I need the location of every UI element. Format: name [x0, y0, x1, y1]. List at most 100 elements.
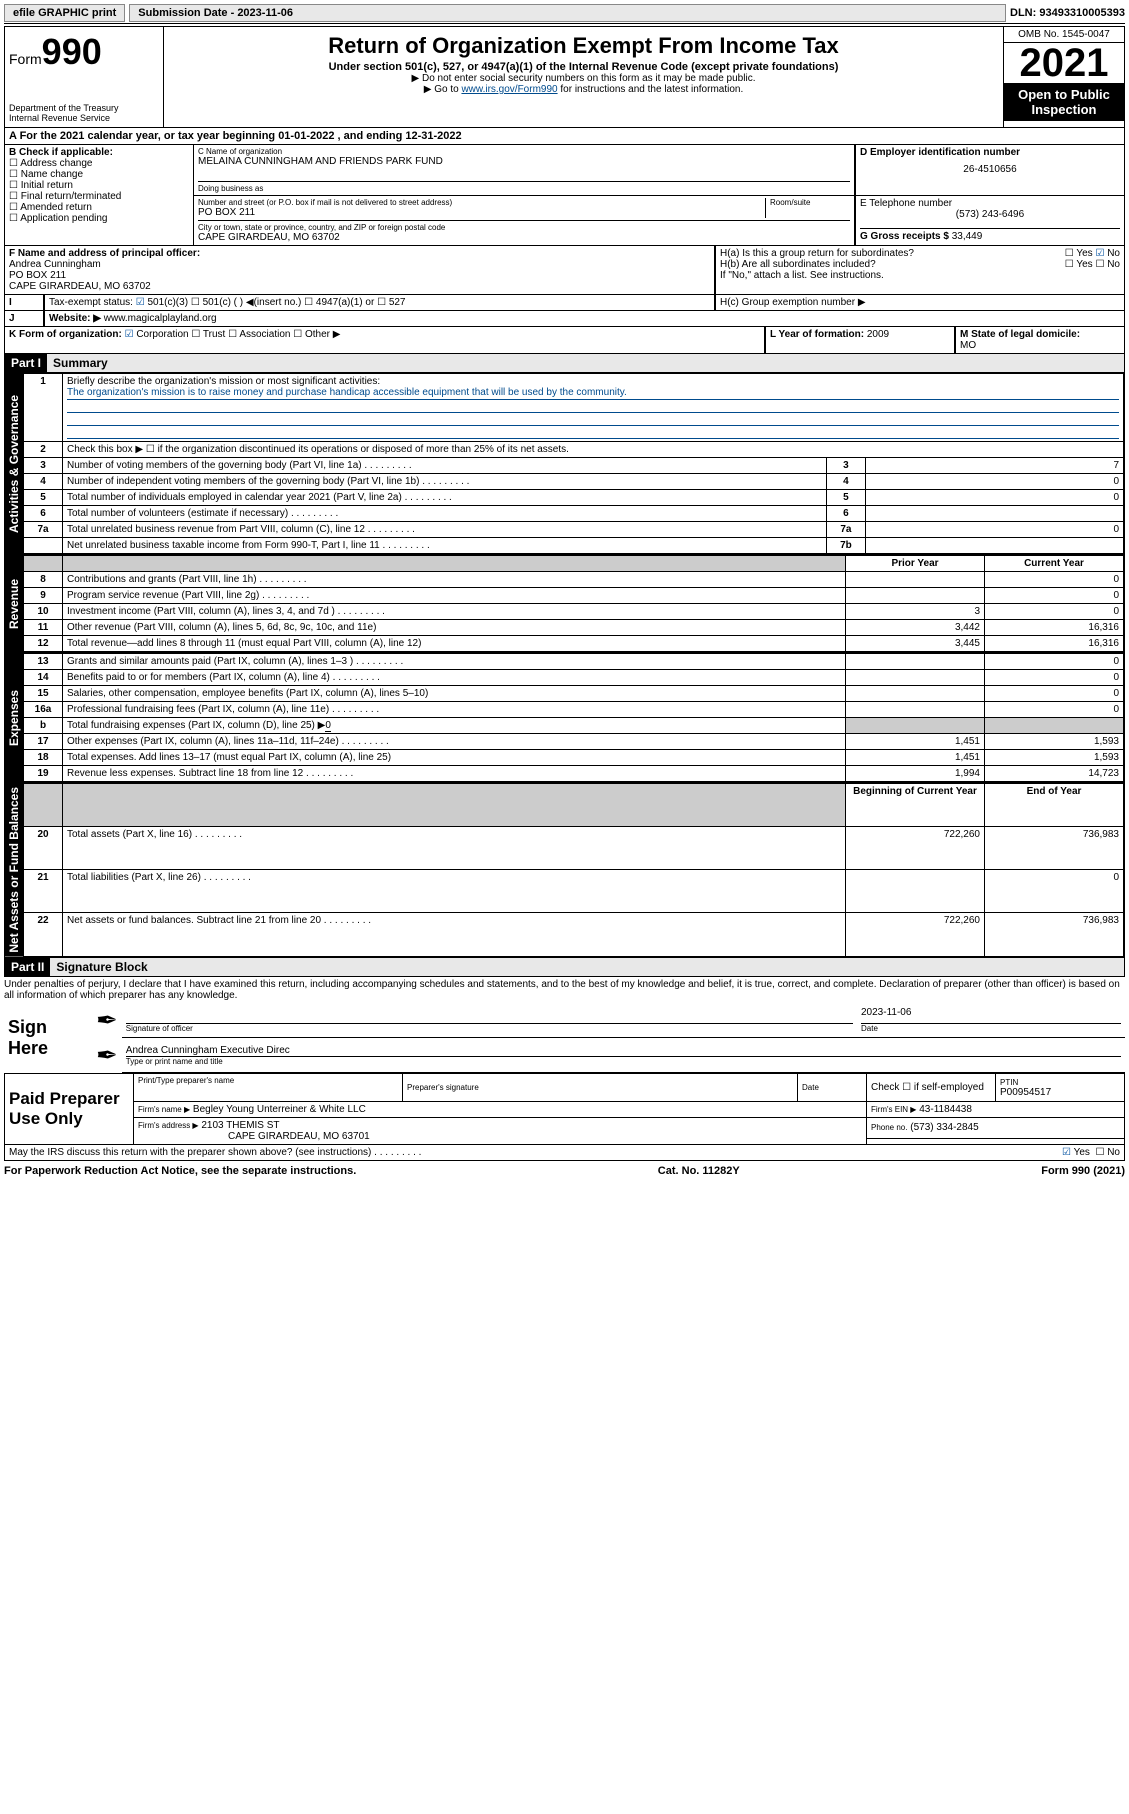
c16a: 0 — [985, 702, 1124, 718]
chk-501c[interactable]: 501(c) ( ) ◀(insert no.) — [191, 297, 302, 308]
firm-name-label: Firm's name ▶ — [138, 1105, 190, 1114]
sig-date-value: 2023-11-06 — [861, 1007, 1121, 1024]
dln: DLN: 93493310005393 — [1010, 7, 1125, 19]
hc-label: H(c) Group exemption number ▶ — [715, 295, 1125, 311]
v4: 0 — [865, 474, 1123, 490]
l1-label: Briefly describe the organization's miss… — [67, 376, 1119, 387]
part2-title: Signature Block — [50, 958, 1124, 976]
chk-527[interactable]: 527 — [377, 297, 405, 308]
l10: Investment income (Part VIII, column (A)… — [63, 604, 846, 620]
e-phone-label: E Telephone number — [860, 198, 1120, 209]
street-value: PO BOX 211 — [198, 207, 765, 218]
l2-text: Check this box ▶ ☐ if the organization d… — [63, 442, 1124, 458]
firm-ein: 43-1184438 — [919, 1104, 972, 1115]
ha-yes[interactable]: Yes — [1065, 248, 1093, 259]
chk-4947[interactable]: 4947(a)(1) or — [304, 297, 374, 308]
form-subtitle: Under section 501(c), 527, or 4947(a)(1)… — [168, 61, 999, 73]
part1-badge: Part I — [5, 354, 47, 372]
prep-date-label: Date — [802, 1083, 862, 1092]
mission-blank2 — [67, 413, 1119, 426]
p10: 3 — [846, 604, 985, 620]
chk-initial-return[interactable]: Initial return — [9, 180, 189, 191]
v6 — [865, 506, 1123, 522]
c22: 736,983 — [985, 913, 1124, 956]
chk-assoc[interactable]: Association — [228, 329, 290, 340]
l20: Total assets (Part X, line 16) — [63, 827, 846, 870]
k-label: K Form of organization: — [9, 329, 122, 340]
chk-amended-return[interactable]: Amended return — [9, 202, 189, 213]
firm-phone: (573) 334-2845 — [910, 1122, 978, 1133]
hb-label: H(b) Are all subordinates included? — [720, 259, 1065, 270]
mission-text: The organization's mission is to raise m… — [67, 387, 1119, 400]
penalties-text: Under penalties of perjury, I declare th… — [4, 977, 1125, 1003]
c18: 1,593 — [985, 750, 1124, 766]
l11: Other revenue (Part VIII, column (A), li… — [63, 620, 846, 636]
paid-preparer-block: Paid Preparer Use Only Print/Type prepar… — [4, 1073, 1125, 1145]
chk-address-change[interactable]: Address change — [9, 158, 189, 169]
c8: 0 — [985, 572, 1124, 588]
cat-no: Cat. No. 11282Y — [658, 1165, 740, 1177]
f-label: F Name and address of principal officer: — [9, 248, 710, 259]
c9: 0 — [985, 588, 1124, 604]
form-title: Return of Organization Exempt From Incom… — [168, 33, 999, 59]
p20: 722,260 — [846, 827, 985, 870]
p11: 3,442 — [846, 620, 985, 636]
firm-addr2: CAPE GIRARDEAU, MO 63701 — [228, 1131, 370, 1142]
chk-trust[interactable]: Trust — [191, 329, 225, 340]
p18: 1,451 — [846, 750, 985, 766]
v3: 7 — [865, 458, 1123, 474]
form-page: Form 990 (2021) — [1041, 1165, 1125, 1177]
chk-corp[interactable]: Corporation — [125, 329, 189, 340]
c10: 0 — [985, 604, 1124, 620]
hb-yes[interactable]: Yes — [1065, 259, 1093, 270]
i-label: Tax-exempt status: — [49, 297, 133, 308]
l8: Contributions and grants (Part VIII, lin… — [63, 572, 846, 588]
discuss-no[interactable]: No — [1095, 1147, 1120, 1158]
l16b-val: 0 — [325, 720, 331, 732]
city-value: CAPE GIRARDEAU, MO 63702 — [198, 232, 850, 243]
hdr-prior: Prior Year — [846, 556, 985, 572]
d-ein-label: D Employer identification number — [860, 147, 1120, 158]
l6: Total number of volunteers (estimate if … — [63, 506, 827, 522]
chk-name-change[interactable]: Name change — [9, 169, 189, 180]
l16b-pre: Total fundraising expenses (Part IX, col… — [67, 720, 325, 731]
side-activities: Activities & Governance — [5, 373, 23, 554]
p22: 722,260 — [846, 913, 985, 956]
efile-button[interactable]: efile GRAPHIC print — [4, 4, 125, 22]
ptin-label: PTIN — [1000, 1078, 1120, 1087]
chk-final-return[interactable]: Final return/terminated — [9, 191, 189, 202]
ha-no[interactable]: No — [1095, 248, 1120, 259]
discuss-yes[interactable]: Yes — [1062, 1147, 1090, 1158]
chk-501c3[interactable]: 501(c)(3) — [136, 297, 188, 308]
c13: 0 — [985, 654, 1124, 670]
p8 — [846, 572, 985, 588]
pra-notice: For Paperwork Reduction Act Notice, see … — [4, 1165, 356, 1177]
p9 — [846, 588, 985, 604]
l7a: Total unrelated business revenue from Pa… — [63, 522, 827, 538]
l9: Program service revenue (Part VIII, line… — [63, 588, 846, 604]
j-letter: J — [4, 311, 44, 327]
section-b: B Check if applicable: Address change Na… — [4, 145, 193, 246]
officer-addr1: PO BOX 211 — [9, 270, 710, 281]
chk-app-pending[interactable]: Application pending — [9, 213, 189, 224]
irs-link[interactable]: www.irs.gov/Form990 — [461, 84, 557, 95]
officer-typed-name: Andrea Cunningham Executive Direc — [126, 1045, 1121, 1057]
l15: Salaries, other compensation, employee b… — [63, 686, 846, 702]
sign-here-label: Sign Here — [8, 1017, 88, 1059]
c12: 16,316 — [985, 636, 1124, 652]
l12: Total revenue—add lines 8 through 11 (mu… — [63, 636, 846, 652]
check-self-employed[interactable]: Check ☐ if self-employed — [867, 1074, 996, 1102]
prep-sig-label: Preparer's signature — [407, 1083, 793, 1092]
c21: 0 — [985, 870, 1124, 913]
prep-name-label: Print/Type preparer's name — [138, 1076, 398, 1085]
hb-no[interactable]: No — [1095, 259, 1120, 270]
mission-blank3 — [67, 426, 1119, 439]
dept-treasury: Department of the Treasury — [9, 103, 159, 113]
l-label: L Year of formation: — [770, 329, 864, 340]
c11: 16,316 — [985, 620, 1124, 636]
form-word: Form — [9, 51, 42, 67]
sign-arrow-icon-2: ✒ — [92, 1038, 122, 1073]
street-label: Number and street (or P.O. box if mail i… — [198, 198, 765, 207]
chk-other[interactable]: Other ▶ — [293, 329, 340, 340]
g-gross-label: G Gross receipts $ — [860, 231, 949, 242]
